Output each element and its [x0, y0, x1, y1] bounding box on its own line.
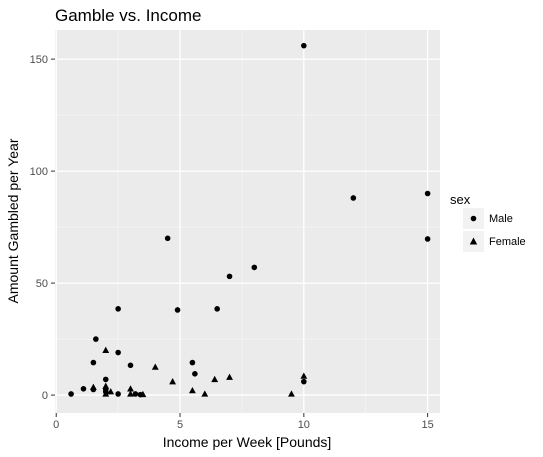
y-axis: 0 50 100 150: [30, 54, 55, 402]
data-point-female: [211, 375, 219, 383]
data-point-male: [226, 273, 233, 280]
data-point-male: [424, 236, 431, 242]
chart-title: Gamble vs. Income: [55, 6, 201, 25]
x-axis: 0 5 10 15: [53, 413, 434, 431]
data-point-female: [127, 385, 134, 392]
data-point-male: [127, 362, 134, 369]
data-point-female: [89, 383, 97, 390]
x-tick-label: 10: [298, 419, 310, 431]
data-point-male: [174, 307, 181, 313]
data-point-female: [127, 390, 134, 397]
x-tick-label: 5: [177, 419, 183, 431]
data-point-male: [301, 42, 307, 49]
data-point-female: [139, 390, 147, 398]
data-point-female: [169, 378, 177, 385]
data-points: [68, 42, 431, 398]
data-point-male: [102, 376, 109, 383]
y-tick-label: 50: [36, 278, 48, 290]
data-point-female: [201, 390, 209, 397]
data-point-male: [115, 349, 121, 356]
data-point-male: [350, 195, 357, 201]
data-point-male: [132, 391, 139, 397]
x-axis-title: Income per Week [Pounds]: [163, 434, 332, 450]
data-point-female: [151, 363, 159, 370]
data-point-female: [226, 373, 233, 380]
legend-title: sex: [450, 192, 471, 207]
x-tick-label: 15: [421, 419, 433, 431]
data-point-male: [251, 264, 258, 271]
data-point-female: [300, 372, 308, 379]
data-point-female: [107, 388, 115, 395]
legend-circle-icon: [470, 215, 477, 222]
plot-panel: [55, 30, 440, 413]
x-tick-label: 0: [53, 419, 59, 431]
y-tick-label: 0: [42, 390, 48, 402]
y-axis-title: Amount Gambled per Year: [5, 138, 21, 303]
data-point-male: [424, 190, 431, 197]
data-point-male: [214, 306, 220, 312]
legend: sex Male Female: [450, 192, 526, 252]
legend-label-male: Male: [489, 213, 513, 225]
data-point-female: [102, 346, 110, 353]
data-point-male: [164, 235, 171, 242]
data-point-male: [189, 359, 196, 366]
data-point-male: [115, 306, 121, 312]
data-point-female: [102, 382, 110, 389]
data-point-male: [80, 386, 87, 392]
data-point-female: [288, 390, 295, 397]
data-point-male: [90, 359, 97, 366]
grid-minor: [55, 30, 440, 413]
y-tick-label: 150: [30, 54, 48, 66]
legend-triangle-icon: [469, 237, 478, 245]
data-point-female: [188, 387, 196, 394]
data-point-male: [301, 378, 307, 385]
y-tick-label: 100: [30, 166, 48, 178]
data-point-male: [68, 391, 74, 397]
data-point-female: [102, 390, 110, 397]
data-point-male: [93, 336, 99, 342]
data-point-male: [192, 371, 198, 377]
legend-label-female: Female: [489, 236, 526, 248]
data-point-male: [115, 391, 121, 397]
